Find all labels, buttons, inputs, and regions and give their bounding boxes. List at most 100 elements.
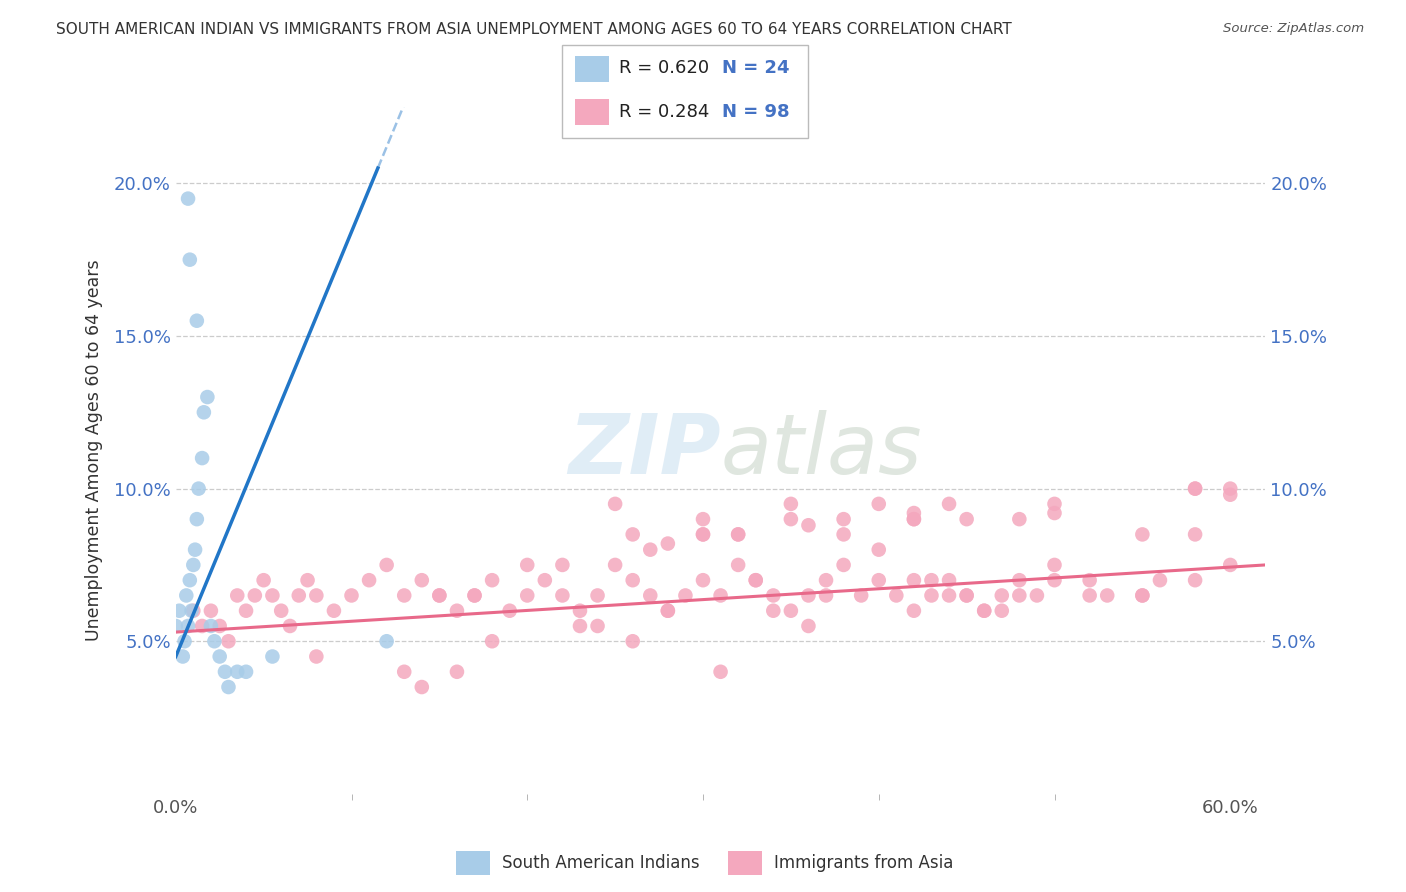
Point <box>278 619 301 633</box>
Point <box>499 604 522 618</box>
Point <box>868 573 890 587</box>
Point <box>464 589 486 603</box>
Point <box>184 542 207 557</box>
FancyBboxPatch shape <box>728 851 762 876</box>
Point <box>446 604 468 618</box>
Point <box>569 604 592 618</box>
Point <box>569 619 592 633</box>
Point <box>868 497 890 511</box>
Point <box>208 649 231 664</box>
Point <box>1219 482 1241 496</box>
Point <box>235 604 257 618</box>
Point <box>297 573 319 587</box>
Point <box>375 634 398 648</box>
Point <box>903 512 925 526</box>
Point <box>832 512 855 526</box>
Point <box>191 451 214 466</box>
Point <box>886 589 908 603</box>
Point <box>193 405 215 419</box>
Text: Immigrants from Asia: Immigrants from Asia <box>775 854 953 872</box>
Point <box>1043 558 1066 572</box>
Point <box>177 619 200 633</box>
Point <box>797 518 820 533</box>
Point <box>938 497 960 511</box>
Point <box>235 665 257 679</box>
Point <box>226 589 249 603</box>
Text: SOUTH AMERICAN INDIAN VS IMMIGRANTS FROM ASIA UNEMPLOYMENT AMONG AGES 60 TO 64 Y: SOUTH AMERICAN INDIAN VS IMMIGRANTS FROM… <box>56 22 1012 37</box>
Point <box>1219 488 1241 502</box>
Point <box>903 506 925 520</box>
Text: R = 0.284: R = 0.284 <box>619 103 710 120</box>
Point <box>208 619 231 633</box>
Point <box>179 252 201 267</box>
Point <box>1132 589 1154 603</box>
FancyBboxPatch shape <box>575 56 609 82</box>
Point <box>183 604 205 618</box>
Point <box>657 604 679 618</box>
Point <box>938 589 960 603</box>
Point <box>956 589 979 603</box>
Point <box>1008 573 1031 587</box>
Point <box>973 604 995 618</box>
Point <box>849 589 872 603</box>
Point <box>1026 589 1049 603</box>
Text: atlas: atlas <box>721 410 922 491</box>
Point <box>868 542 890 557</box>
Point <box>394 665 416 679</box>
Point <box>1132 527 1154 541</box>
Point <box>692 527 714 541</box>
Point <box>217 634 239 648</box>
Point <box>657 536 679 550</box>
Point <box>1008 589 1031 603</box>
Text: South American Indians: South American Indians <box>502 854 700 872</box>
Point <box>692 512 714 526</box>
Point <box>262 589 284 603</box>
Point <box>427 589 450 603</box>
Point <box>427 589 450 603</box>
Point <box>375 558 398 572</box>
Point <box>675 589 697 603</box>
Point <box>270 604 292 618</box>
Point <box>779 512 801 526</box>
Point <box>1043 573 1066 587</box>
Point <box>605 497 627 511</box>
Point <box>640 542 662 557</box>
Point <box>815 573 838 587</box>
Point <box>411 573 433 587</box>
Point <box>710 665 733 679</box>
Point <box>797 619 820 633</box>
Point <box>727 558 749 572</box>
Point <box>621 527 644 541</box>
Point <box>394 589 416 603</box>
Point <box>200 604 222 618</box>
Point <box>262 649 284 664</box>
Point <box>832 527 855 541</box>
Point <box>1078 573 1101 587</box>
Point <box>243 589 266 603</box>
Point <box>956 589 979 603</box>
Point <box>180 604 202 618</box>
Point <box>727 527 749 541</box>
Point <box>169 604 191 618</box>
Point <box>621 573 644 587</box>
Point <box>586 589 609 603</box>
Point <box>253 573 276 587</box>
Point <box>516 558 538 572</box>
Point <box>191 619 214 633</box>
Point <box>551 589 574 603</box>
Text: ZIP: ZIP <box>568 410 721 491</box>
Point <box>179 573 201 587</box>
Point <box>973 604 995 618</box>
Point <box>1184 482 1206 496</box>
Point <box>1184 573 1206 587</box>
Point <box>174 589 197 603</box>
Point <box>991 604 1014 618</box>
Point <box>1184 482 1206 496</box>
Point <box>1043 506 1066 520</box>
FancyBboxPatch shape <box>456 851 489 876</box>
Point <box>214 665 236 679</box>
Point <box>779 604 801 618</box>
Point <box>411 680 433 694</box>
Point <box>195 390 219 404</box>
Point <box>762 589 785 603</box>
